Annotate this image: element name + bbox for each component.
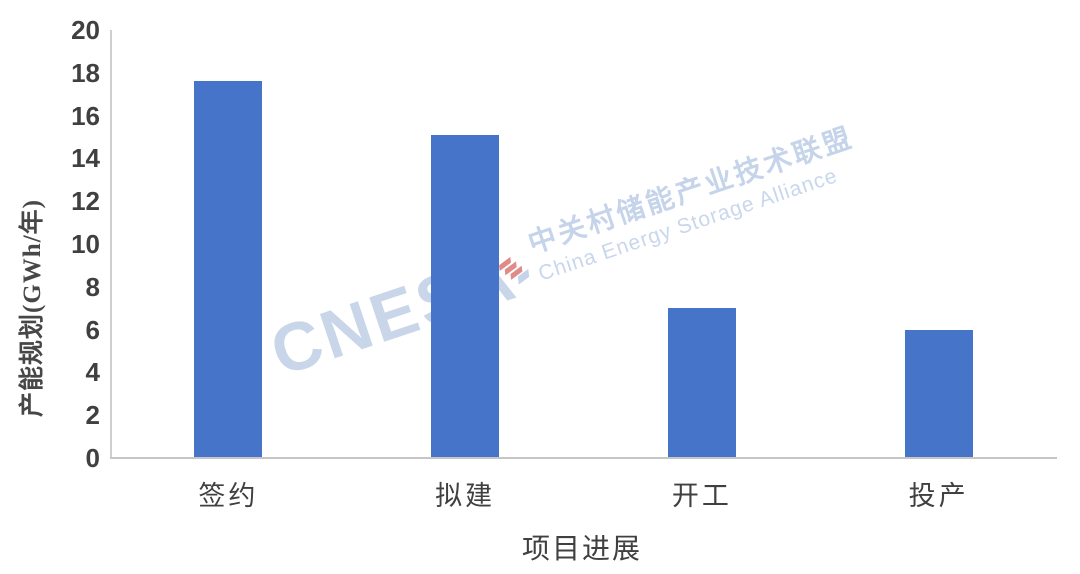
bar-开工 (667, 308, 736, 458)
bar-投产 (904, 329, 973, 458)
watermark-english-text: China Energy Storage Alliance (535, 164, 841, 286)
y-tick-label: 10 (71, 229, 100, 259)
y-tick-label: 0 (85, 443, 100, 473)
bar-拟建 (431, 134, 500, 458)
watermark-text-column: 中关村储能产业技术联盟 China Energy Storage Allianc… (522, 116, 866, 287)
x-axis-line (110, 457, 1057, 459)
watermark: CNESA 中关村储能产业技术联盟 China Energy Storage A… (260, 116, 870, 390)
category-label-开工: 开工 (671, 481, 732, 511)
y-tick-label: 14 (71, 143, 100, 174)
watermark-chinese-text: 中关村储能产业技术联盟 (524, 121, 858, 260)
y-tick-label: 12 (71, 186, 100, 217)
x-axis-title: 项目进展 (521, 534, 643, 565)
cnesa-logo-icon (495, 253, 532, 287)
category-label-签约: 签约 (198, 481, 259, 511)
y-axis-line (110, 30, 112, 459)
y-tick-label: 4 (85, 357, 100, 388)
category-label-投产: 投产 (908, 481, 969, 511)
y-tick-label: 2 (85, 400, 100, 431)
y-tick-label: 20 (71, 15, 100, 45)
y-tick-label: 18 (71, 57, 100, 88)
category-label-拟建: 拟建 (435, 481, 496, 511)
y-tick-label: 8 (85, 271, 100, 302)
bar-签约 (194, 81, 263, 458)
y-tick-label: 16 (71, 100, 100, 131)
y-tick-label: 6 (85, 314, 100, 345)
